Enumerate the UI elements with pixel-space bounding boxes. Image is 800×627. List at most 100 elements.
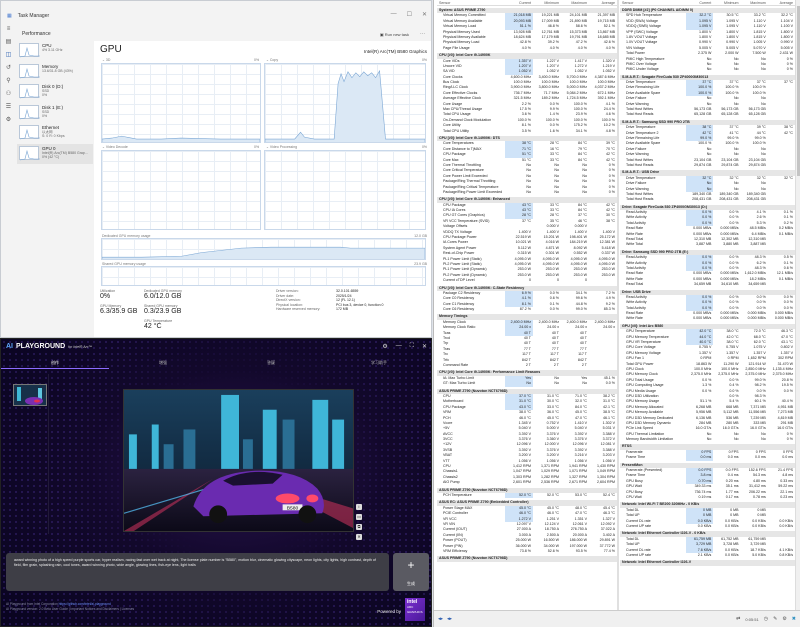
sensor-row[interactable]: Drive Warning No No No: [620, 186, 795, 192]
sensor-row[interactable]: Memory Bandwidth Limitation No No No 0 %: [620, 437, 795, 442]
sensor-row[interactable]: PL2 Power Limit (Dynamic) 253.0 W 253.0 W 2…: [437, 273, 617, 278]
sensor-row[interactable]: CPU GT Cores (Graphics) 28 °C 28 °C 37 °C 30…: [437, 213, 617, 219]
sensor-row[interactable]: GPU D3D Memory Dynamic 284 MB 280 MB 333 MB…: [620, 421, 795, 426]
column-splitter[interactable]: [617, 0, 619, 610]
sensor-group-header[interactable]: Network: Intel Wi-Fi 7 BE200 320MHz - 0 …: [620, 502, 795, 508]
sensor-row[interactable]: GPU Memory Clock 2,375.0 MHz 2,375.0 MHz 2,…: [620, 372, 795, 377]
sensor-row[interactable]: Read Total 34,659 MB 34,610 MB 34,659 MB: [620, 282, 795, 287]
sensor-row[interactable]: VPP (SWC) Voltage 1.800 V 1.800 V 1.815 V 1.…: [620, 30, 795, 35]
sensor-group-header[interactable]: Drive: Seagate FireCuda 530 ZP4000GM3001…: [620, 204, 795, 211]
sensor-row[interactable]: Drive Temperature 2 42 °C 41 °C 44 °C 42 °C: [620, 130, 795, 136]
sensor-row[interactable]: +12V 12.096 V 12.000 V 12.096 V 12.081 V: [437, 442, 617, 447]
sensor-row[interactable]: Core Temperatures 38 °C 28 °C 84 °C 39 °C: [437, 141, 617, 147]
sensor-row[interactable]: CPU Package 43.0 °C 33.0 °C 84.0 °C 42.1 °C: [437, 404, 617, 411]
generate-button[interactable]: + 生成: [393, 553, 429, 591]
sensor-row[interactable]: SA VID 1.052 V 1.052 V 1.052 V 1.052 V: [437, 69, 617, 75]
sensor-row[interactable]: Core Utility 8.1 % 0.0 % 175.2 % 10.2 %: [437, 123, 617, 128]
sensor-row[interactable]: Physical Memory Available 18,624 MB 17,179…: [437, 35, 617, 40]
sensor-row[interactable]: Chassis2 1,303 RPM 1,282 RPM 1,327 RPM 1,304…: [437, 475, 617, 480]
sensor-row[interactable]: Read Activity 0.0 % 0.0 % 0.0 % 0.0 %: [620, 294, 795, 301]
sensor-row[interactable]: GPU Memory Allocated 6,268 MB 668 MB 7,371 …: [620, 405, 795, 410]
details-icon[interactable]: ☰: [5, 104, 12, 110]
sensor-row[interactable]: Total DL 0 MB 0 MB 0 MB: [620, 507, 795, 514]
sensor-row[interactable]: Rest-of-Chip Power 0.315 W 0.301 W 0.552 W 0…: [437, 251, 617, 256]
nav-arrows-icon[interactable]: ◂▸: [438, 616, 444, 622]
sensor-row[interactable]: Trcd 40 T 40 T 40 T: [437, 336, 617, 341]
sensor-row[interactable]: Vcore 1.345 V 0.752 V 1.410 V 1.302 V: [437, 421, 617, 426]
sensor-row[interactable]: Current UP rate 2.1 KB/s 0.0 KB/s 5.0 KB/s 0…: [620, 553, 795, 558]
sensor-row[interactable]: Total DL 61,759 MB 61,752 MB 61,759 MB: [620, 536, 795, 543]
sensor-row[interactable]: Write Rate 0.000 MB/s 0.000 MB/s 0.000 MB/s…: [620, 316, 795, 321]
history-thumbnail[interactable]: [13, 384, 47, 406]
sensor-row[interactable]: Average Effective Clock 321.5 MHz 189.2 MH…: [437, 96, 617, 101]
sensor-group-header[interactable]: S.M.A.R.T.: USB Drive: [620, 170, 795, 176]
sensor-row[interactable]: VDDQ (SWB) Voltage 1.095 V 1.095 V 1.110 V 1…: [620, 24, 795, 30]
sensor-row[interactable]: VRM 38.0 °C 36.0 °C 45.0 °C 38.5 °C: [437, 410, 617, 415]
sensor-row[interactable]: Read Activity 0.0 % 0.0 % 4.1 % 0.1 %: [620, 210, 795, 216]
sensor-row[interactable]: Physical Memory Used 13,928 MB 12,761 MB 15…: [437, 30, 617, 35]
sensor-row[interactable]: Drive Remaining Life 99.0 % 99.0 % 99.0 %: [620, 135, 795, 142]
sensor-row[interactable]: Total Activity 0.0 % 0.0 % 0.0 % 0.0 %: [620, 305, 795, 312]
sensor-row[interactable]: Total Host Reads 65,128 GB 65,128 GB 65,128…: [620, 112, 795, 117]
sensor-row[interactable]: 1.0V VOUT Voltage 0.990 V 0.990 V 1.005 V 0.…: [620, 40, 795, 45]
maximize-button[interactable]: ☐: [406, 12, 412, 18]
sensor-row[interactable]: CPU Package 51 °C 33 °C 84 °C 42 °C: [437, 152, 617, 158]
sensor-row[interactable]: Trc 117 T 117 T 117 T: [437, 352, 617, 357]
sensor-row[interactable]: Read Activity 0.0 % 0.0 % 48.3 % 0.5 %: [620, 255, 795, 261]
info-icon[interactable]: i: [356, 504, 362, 510]
sensor-row[interactable]: Total Host Writes 56,173 GB 56,173 GB 56,17…: [620, 107, 795, 112]
sensor-row[interactable]: IA Cores Power 10.021 W 4.016 W 184.219 W 12…: [437, 240, 617, 245]
prompt-input[interactable]: award winning photo of a high speed purp…: [6, 553, 389, 591]
sidebar-item-ethernet[interactable]: Ethernet 以太网 S: 0 R: 0 Kbps: [17, 123, 93, 143]
sensor-row[interactable]: +5V 5.040 V 5.000 V 5.040 V 5.031 V: [437, 426, 617, 431]
settings-icon[interactable]: ⚙: [382, 344, 388, 350]
sensor-list-left[interactable]: Sensor Current Minimum Maximum Average System…: [437, 0, 617, 610]
close-button[interactable]: ✕: [421, 344, 427, 350]
sensor-group-header[interactable]: GPU [#0]: Intel Arc B580: [620, 323, 795, 330]
sensor-row[interactable]: Voltage Offsets 0.000 V 0.000 V: [437, 224, 617, 229]
performance-icon[interactable]: ◫: [5, 52, 12, 58]
sensor-row[interactable]: VIN Voltage 5.005 V 5.005 V 5.070 V 5.005 V: [620, 46, 795, 51]
sensor-row[interactable]: Drive Warning No No No: [620, 102, 795, 107]
sensor-row[interactable]: PMIC Under Voltage No No No 0 %: [620, 67, 795, 72]
sensor-row[interactable]: Page File Usage 4.0 % 4.0 % 4.0 % 4.0 %: [437, 46, 617, 51]
sensor-row[interactable]: CPU Package Power 22.519 W 15.201 W 198.401…: [437, 235, 617, 240]
sensor-row[interactable]: Virtual Memory Load 51.1 % 46.8 % 58.6 % 52.…: [437, 24, 617, 30]
sensor-row[interactable]: GPU Clock 100.0 MHz 100.0 MHz 2,850.0 MHz 1,…: [620, 367, 795, 372]
sensor-row[interactable]: Package C2 Residency 6.9 % 0.0 % 34.1 % 7.2 …: [437, 290, 617, 297]
sensor-row[interactable]: Drive Temperature 37 °C 37 °C 37 °C 37 °C: [620, 80, 795, 86]
services-icon[interactable]: ⚙: [5, 117, 12, 123]
sensor-row[interactable]: Package/Ring Critical Temperature No No No 0…: [437, 185, 617, 190]
close-icon[interactable]: ✖: [791, 616, 796, 622]
sensor-row[interactable]: Write Activity 0.0 % 0.0 % 2.6 % 0.1 %: [620, 215, 795, 221]
column-header-current[interactable]: Current: [699, 1, 712, 5]
column-header-sensor[interactable]: Sensor: [622, 1, 634, 5]
sensor-row[interactable]: Virtual Memory Committed 21,018 MB 19,221 …: [437, 13, 617, 19]
sensor-row[interactable]: Total Host Writes 23,104 GB 23,104 GB 23,10…: [620, 158, 795, 163]
sidebar-item-gpu-0[interactable]: GPU 0 Intel(R) Arc(TM) B580 Grap... 0% (42…: [17, 143, 93, 164]
sensor-row[interactable]: Write Activity 0.0 % 0.0 % 0.0 % 0.0 %: [620, 300, 795, 306]
sensor-row[interactable]: Write Rate 0.000 MB/s 0.000 MB/s 18.2 MB/s 0…: [620, 277, 795, 282]
sensor-row[interactable]: Total Activity 0.0 % 0.0 % 5.3 % 0.2 %: [620, 220, 795, 227]
sensor-row[interactable]: GPU Memory Temperature 44.0 °C 42.0 °C 68.0…: [620, 334, 795, 341]
sensor-row[interactable]: Power (PIN) 36.000 W 34.000 W 197.000 W 37.7…: [437, 544, 617, 549]
sensor-row[interactable]: 3VCC 3.376 V 3.360 V 3.376 V 3.372 V: [437, 437, 617, 442]
sensor-row[interactable]: CPU IA Cores 43 °C 33 °C 84 °C 42 °C: [437, 208, 617, 214]
sensor-row[interactable]: Read Rate 0.000 MB/s 0.000 MB/s 1,612.0 MB/…: [620, 271, 795, 276]
sensor-list-right[interactable]: Sensor Current Minimum Maximum Average DDR5 D…: [620, 0, 795, 610]
sensor-row[interactable]: Total CPU Usage 3.6 % 1.4 % 23.9 % 4.6 %: [437, 112, 617, 117]
sensor-row[interactable]: Framerate 0 FPS 0 FPS 0 FPS 0 FPS: [620, 449, 795, 456]
sensor-row[interactable]: 3VSB 3.392 V 3.376 V 3.392 V 3.388 V: [437, 448, 617, 453]
sensor-group-header[interactable]: Memory Timings: [437, 314, 617, 320]
sensor-row[interactable]: Read Total 12,310 MB 12,302 MB 12,310 MB: [620, 237, 795, 242]
sensor-row[interactable]: Total CPU Utility 3.5 % 1.6 % 34.1 % 4.8 %: [437, 129, 617, 134]
sensor-row[interactable]: Motherboard 31.0 °C 30.0 °C 32.0 °C 31.0 °C: [437, 399, 617, 405]
sensor-row[interactable]: System Agent Power 5.112 W 4.871 W 8.092 W 5…: [437, 246, 617, 251]
delete-icon[interactable]: ✕: [356, 534, 362, 540]
sensor-row[interactable]: Current DL rate 7.6 KB/s 0.0 KB/s 18.7 KB/s…: [620, 547, 795, 553]
sensor-row[interactable]: CPU 1,412 RPM 1,371 RPM 1,941 RPM 1,430 RPM: [437, 464, 617, 469]
sensor-row[interactable]: AIO Pump 2,601 RPM 2,536 RPM 2,671 RPM 2,604…: [437, 480, 617, 485]
sensor-row[interactable]: PCIe Link Speed 16.0 GT/s 16.0 GT/s 16.0 GT…: [620, 426, 795, 431]
column-header[interactable]: Sensor Current Minimum Maximum Average: [620, 0, 795, 6]
sensor-row[interactable]: GPU D3D Utilization 0.0 % 98.3 %: [620, 394, 795, 399]
